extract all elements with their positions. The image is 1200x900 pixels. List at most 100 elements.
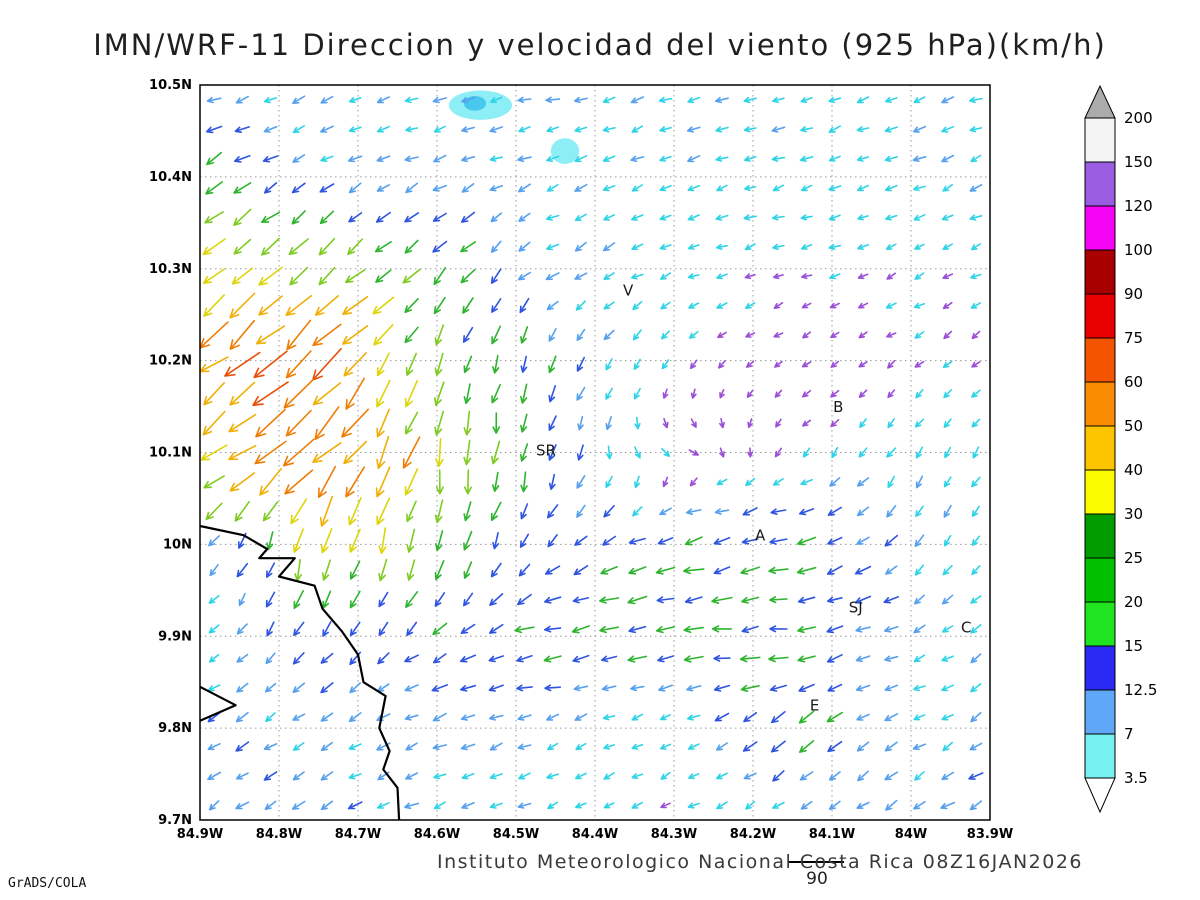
wind-arrow — [292, 528, 304, 553]
wind-arrow — [349, 682, 361, 694]
wind-arrow — [719, 417, 725, 429]
wind-arrow — [775, 418, 782, 428]
wind-arrow — [687, 155, 701, 163]
wind-arrow — [258, 295, 283, 316]
wind-arrow — [827, 683, 843, 692]
wind-arrow — [858, 447, 868, 458]
wind-arrow — [432, 622, 448, 636]
wind-arrow — [517, 271, 531, 281]
wind-arrow — [801, 361, 812, 368]
wind-arrow — [941, 655, 954, 662]
wind-arrow — [460, 684, 477, 692]
wind-arrow — [293, 590, 304, 609]
wind-arrow — [743, 126, 757, 133]
wind-arrow — [942, 301, 953, 310]
wind-arrow — [547, 801, 559, 810]
wind-arrow — [689, 477, 698, 487]
wind-arrow — [828, 125, 841, 133]
wind-arrow — [943, 330, 953, 340]
wind-arrow — [605, 416, 612, 431]
wind-arrow — [601, 684, 617, 692]
wind-arrow — [858, 331, 868, 339]
wind-arrow — [627, 655, 648, 663]
wind-arrow — [741, 625, 759, 634]
wind-arrow — [404, 684, 419, 692]
wind-arrow — [492, 412, 500, 434]
wind-arrow — [373, 324, 394, 346]
lon-tick-label: 84.4W — [572, 827, 618, 842]
wind-arrow — [797, 626, 817, 634]
wind-arrow — [773, 332, 784, 338]
wind-arrow — [348, 712, 362, 723]
wind-arrow — [972, 446, 980, 459]
wind-arrow — [320, 125, 334, 133]
wind-arrow — [460, 623, 476, 634]
wind-arrow — [687, 243, 700, 250]
wind-arrow — [774, 360, 783, 368]
wind-arrow — [206, 151, 223, 166]
wind-arrow — [690, 388, 697, 399]
wind-arrow — [800, 478, 813, 486]
wind-arrow — [546, 155, 560, 162]
wind-arrow — [827, 740, 843, 753]
wind-arrow — [574, 155, 588, 163]
lon-tick-label: 84.2W — [730, 827, 776, 842]
wind-arrow — [717, 331, 727, 339]
wind-arrow — [283, 378, 314, 409]
wind-arrow — [686, 126, 701, 133]
wind-arrow — [376, 125, 390, 133]
wind-arrow — [660, 330, 671, 340]
wind-arrow — [716, 801, 728, 810]
wind-arrow — [433, 154, 447, 163]
wind-arrow — [603, 743, 615, 750]
wind-arrow — [797, 655, 816, 663]
wind-arrow — [205, 502, 223, 521]
wind-arrow — [774, 389, 783, 398]
lat-tick-label: 9.8N — [158, 721, 192, 736]
wind-arrow — [802, 331, 812, 339]
wind-arrow — [208, 624, 220, 634]
wind-arrow — [575, 742, 587, 751]
wind-arrow — [602, 714, 616, 721]
wind-arrow — [802, 389, 812, 398]
lon-tick-label: 84.8W — [256, 827, 302, 842]
wind-arrow — [319, 495, 333, 527]
wind-arrow — [208, 595, 220, 604]
wind-arrow — [434, 324, 445, 346]
wind-arrow — [713, 654, 731, 662]
wind-arrow — [433, 773, 447, 780]
wind-arrow — [405, 591, 419, 608]
wind-arrow — [463, 530, 473, 551]
wind-arrow — [912, 743, 927, 751]
wind-arrow — [799, 155, 814, 162]
wind-arrow — [602, 185, 616, 192]
wind-arrow — [574, 213, 587, 222]
wind-arrow — [404, 380, 418, 408]
wind-arrow — [432, 212, 447, 222]
wind-arrow — [801, 273, 813, 280]
wind-arrow — [520, 413, 528, 433]
wind-arrow — [404, 714, 419, 721]
wind-arrow — [942, 273, 954, 280]
wind-arrow — [433, 801, 446, 810]
wind-arrow — [292, 95, 306, 104]
wind-arrow — [376, 352, 390, 377]
wind-arrow — [915, 388, 924, 399]
wind-arrow — [913, 302, 926, 309]
wind-arrow — [971, 330, 981, 340]
coastline-spit — [199, 685, 237, 722]
wind-arrow — [520, 383, 528, 404]
wind-arrow — [884, 655, 899, 662]
wind-arrow — [943, 476, 952, 488]
wind-arrow — [914, 594, 925, 605]
wind-arrow — [546, 126, 559, 133]
wind-arrow — [741, 537, 759, 545]
wind-arrow — [740, 566, 760, 575]
colorbar-band — [1084, 601, 1116, 647]
colorbar-label: 40 — [1124, 461, 1143, 479]
lon-tick-label: 84.7W — [335, 827, 381, 842]
wind-arrow — [544, 684, 561, 692]
wind-arrow — [291, 210, 306, 225]
wind-arrow — [488, 655, 504, 663]
wind-arrow — [800, 800, 813, 810]
